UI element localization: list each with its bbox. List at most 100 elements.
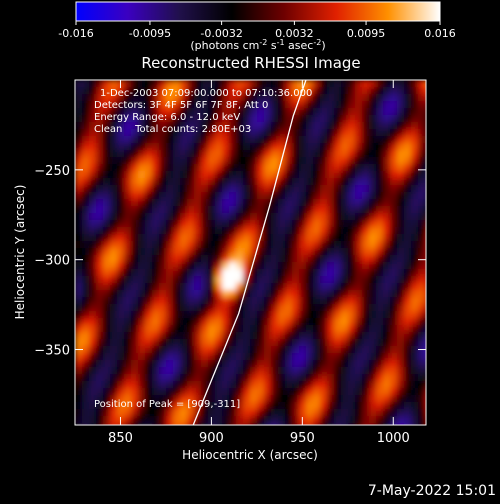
heatmap-cell: [383, 234, 391, 242]
heatmap-cell: [250, 150, 258, 158]
heatmap-cell: [320, 374, 328, 382]
heatmap-cell: [341, 290, 349, 298]
heatmap-cell: [236, 297, 244, 305]
heatmap-cell: [334, 87, 342, 95]
heatmap-cell: [243, 290, 251, 298]
heatmap-cell: [229, 80, 237, 88]
heatmap-cell: [96, 360, 104, 368]
heatmap-cell: [390, 213, 398, 221]
heatmap-cell: [243, 423, 251, 425]
heatmap-cell: [264, 276, 272, 284]
heatmap-cell: [292, 220, 300, 228]
heatmap-cell: [341, 129, 349, 137]
heatmap-cell: [327, 108, 335, 116]
heatmap-cell: [124, 269, 132, 277]
heatmap-cell: [82, 227, 90, 235]
annotation-time-range: 1-Dec-2003 07:09:00.000 to 07:10:36.000: [100, 88, 312, 99]
heatmap-cell: [194, 353, 202, 361]
heatmap-cell: [362, 227, 370, 235]
heatmap-cell: [376, 241, 384, 249]
heatmap-cell: [96, 241, 104, 249]
heatmap-cell: [208, 297, 216, 305]
heatmap-cell: [82, 395, 90, 403]
heatmap-cell: [334, 241, 342, 249]
heatmap-cell: [383, 87, 391, 95]
heatmap-cell: [299, 241, 307, 249]
heatmap-cell: [250, 234, 258, 242]
heatmap-cell: [348, 122, 356, 130]
heatmap-cell: [159, 241, 167, 249]
heatmap-cell: [110, 87, 118, 95]
heatmap-cell: [222, 122, 230, 130]
y-axis-label: Heliocentric Y (arcsec): [13, 185, 27, 320]
heatmap-cell: [243, 115, 251, 123]
heatmap-cell: [271, 115, 279, 123]
heatmap-cell: [355, 220, 363, 228]
heatmap-cell: [159, 388, 167, 396]
heatmap-cell: [201, 108, 209, 116]
heatmap-cell: [243, 248, 251, 256]
heatmap-cell: [215, 269, 223, 277]
heatmap-cell: [257, 381, 265, 389]
heatmap-cell: [376, 332, 384, 340]
heatmap-cell: [397, 213, 405, 221]
heatmap-cell: [103, 101, 111, 109]
heatmap-cell: [215, 143, 223, 151]
heatmap-cell: [89, 416, 97, 424]
heatmap-cell: [306, 381, 314, 389]
heatmap-cell: [75, 381, 83, 389]
heatmap-cell: [215, 262, 223, 270]
heatmap-cell: [173, 248, 181, 256]
heatmap-cell: [194, 346, 202, 354]
heatmap-cell: [110, 122, 118, 130]
heatmap-cell: [376, 143, 384, 151]
heatmap-cell: [145, 325, 153, 333]
heatmap-cell: [208, 395, 216, 403]
heatmap-cell: [306, 423, 314, 425]
heatmap-cell: [271, 353, 279, 361]
heatmap-cell: [348, 353, 356, 361]
heatmap-cell: [145, 87, 153, 95]
heatmap-cell: [376, 311, 384, 319]
heatmap-cell: [110, 248, 118, 256]
heatmap-cell: [397, 206, 405, 214]
heatmap-cell: [152, 122, 160, 130]
heatmap-cell: [194, 171, 202, 179]
heatmap-cell: [404, 248, 412, 256]
heatmap-cell: [187, 262, 195, 270]
heatmap-cell: [411, 206, 419, 214]
heatmap-cell: [138, 115, 146, 123]
heatmap-cell: [292, 374, 300, 382]
heatmap-cell: [75, 115, 83, 123]
heatmap-cell: [152, 255, 160, 263]
heatmap-cell: [180, 297, 188, 305]
heatmap-cell: [250, 402, 258, 410]
heatmap-cell: [138, 262, 146, 270]
heatmap-cell: [271, 241, 279, 249]
heatmap-cell: [348, 346, 356, 354]
heatmap-cell: [383, 409, 391, 417]
heatmap-cell: [264, 108, 272, 116]
heatmap-cell: [299, 409, 307, 417]
heatmap-cell: [257, 157, 265, 165]
heatmap-cell: [299, 206, 307, 214]
heatmap-cell: [215, 402, 223, 410]
heatmap-cell: [194, 192, 202, 200]
heatmap-cell: [278, 325, 286, 333]
heatmap-cell: [103, 164, 111, 172]
heatmap-cell: [194, 206, 202, 214]
heatmap-cell: [404, 255, 412, 263]
heatmap-cell: [355, 353, 363, 361]
heatmap-cell: [243, 241, 251, 249]
heatmap-cell: [243, 304, 251, 312]
heatmap-cell: [75, 248, 83, 256]
heatmap-cell: [96, 353, 104, 361]
heatmap-cell: [285, 269, 293, 277]
heatmap-cell: [397, 290, 405, 298]
heatmap-cell: [131, 388, 139, 396]
heatmap-cell: [96, 129, 104, 137]
heatmap-cell: [404, 241, 412, 249]
heatmap-cell: [236, 416, 244, 424]
heatmap-cell: [376, 87, 384, 95]
heatmap-cell: [82, 276, 90, 284]
